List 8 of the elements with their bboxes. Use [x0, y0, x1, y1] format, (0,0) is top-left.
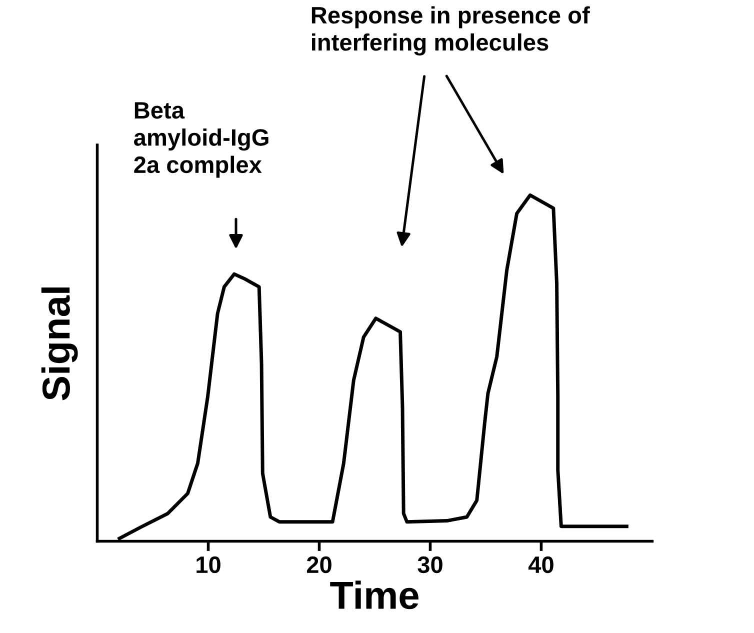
x-tick-label: 40	[528, 556, 554, 574]
x-tick-label: 10	[196, 556, 220, 574]
text: Response in presence of interfering molecules	[312, 6, 590, 56]
y-axis-title: Signal	[41, 287, 78, 400]
x-axis-title: Time	[330, 580, 418, 610]
text: Beta amyloid-IgG 2a complex	[134, 102, 268, 178]
x-tick-label: 20	[306, 556, 332, 574]
x-tick-label: 30	[418, 556, 442, 574]
